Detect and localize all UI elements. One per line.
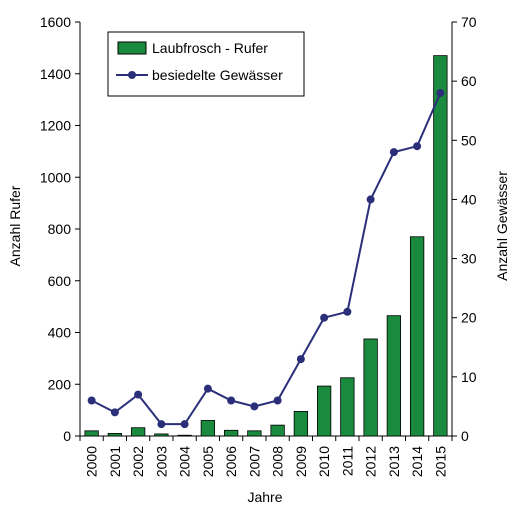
x-tick-label: 2010 — [316, 446, 332, 477]
bar — [154, 433, 169, 437]
bar — [316, 385, 332, 437]
y-axis-label: Anzahl Rufer — [7, 185, 23, 266]
y-tick-label: 200 — [48, 376, 72, 392]
y-tick-label: 1000 — [40, 169, 71, 185]
x-tick-label: 2003 — [153, 446, 169, 477]
bar — [433, 55, 448, 437]
x-tick-label: 2000 — [84, 446, 100, 477]
line-point — [110, 408, 119, 417]
bar — [386, 315, 402, 437]
bar — [363, 338, 378, 437]
x-tick-label: 2008 — [270, 446, 286, 477]
y2-tick-label: 10 — [461, 369, 477, 385]
bar — [409, 236, 425, 437]
line-point — [366, 195, 375, 204]
bar — [247, 430, 262, 437]
x-tick-label: 2005 — [200, 446, 216, 477]
x-tick-label: 2012 — [363, 446, 379, 477]
x-tick-label: 2006 — [223, 446, 239, 477]
line-point — [134, 390, 143, 399]
bar — [270, 424, 285, 437]
line-point — [273, 396, 282, 405]
x-tick-label: 2015 — [432, 446, 448, 477]
x-tick-label: 2013 — [386, 446, 402, 477]
x-axis-label: Jahre — [247, 489, 282, 505]
x-tick-label: 2004 — [177, 446, 193, 477]
x-tick-label: 2007 — [246, 446, 262, 477]
y2-axis-label: Anzahl Gewässer — [494, 171, 510, 281]
legend-line-label: besiedelte Gewässer — [152, 67, 283, 83]
y-tick-label: 1400 — [40, 66, 71, 82]
series-line — [91, 92, 442, 426]
x-tick-label: 2001 — [107, 446, 123, 477]
bar — [177, 434, 192, 437]
y-tick-label: 600 — [48, 273, 72, 289]
line-point — [87, 396, 96, 405]
line-point — [203, 384, 212, 393]
y-tick-label: 1200 — [40, 118, 71, 134]
bar — [200, 420, 216, 437]
y2-tick-label: 20 — [461, 310, 477, 326]
line-point — [180, 420, 189, 429]
y-tick-label: 400 — [48, 325, 72, 341]
line-point — [227, 396, 236, 405]
bar — [130, 427, 146, 437]
line-point — [320, 313, 329, 322]
bar — [84, 430, 99, 437]
line-point — [250, 402, 259, 411]
x-tick-label: 2014 — [409, 446, 425, 477]
y2-tick-label: 40 — [461, 191, 477, 207]
line-point — [157, 420, 166, 429]
y2-tick-label: 0 — [461, 428, 469, 444]
legend-bar-label: Laubfrosch - Rufer — [152, 40, 268, 56]
line-point — [413, 142, 422, 151]
y-tick-label: 0 — [63, 428, 71, 444]
x-tick-label: 2002 — [130, 446, 146, 477]
line-point — [343, 307, 352, 316]
y2-tick-label: 50 — [461, 132, 477, 148]
legend-bar-swatch — [117, 41, 147, 55]
x-tick-label: 2009 — [293, 446, 309, 477]
bar — [223, 429, 239, 437]
y-tick-label: 800 — [48, 221, 72, 237]
line-point — [389, 148, 398, 157]
bar — [340, 377, 355, 437]
line-point — [436, 88, 445, 97]
y2-tick-label: 70 — [461, 14, 477, 30]
bar — [107, 433, 123, 437]
legend: Laubfrosch - Rufer besiedelte Gewässer — [107, 31, 305, 97]
plot-area: 0 200 400 600 800 1000 1200 1400 1600 0 10 20 30 40 50… — [40, 14, 477, 477]
bar — [293, 411, 309, 437]
y-tick-label: 1600 — [40, 14, 71, 30]
x-tick-label: 2011 — [339, 446, 355, 476]
y2-tick-label: 30 — [461, 251, 477, 267]
legend-line-marker — [128, 71, 136, 79]
line-point — [296, 355, 305, 364]
y2-tick-label: 60 — [461, 73, 477, 89]
